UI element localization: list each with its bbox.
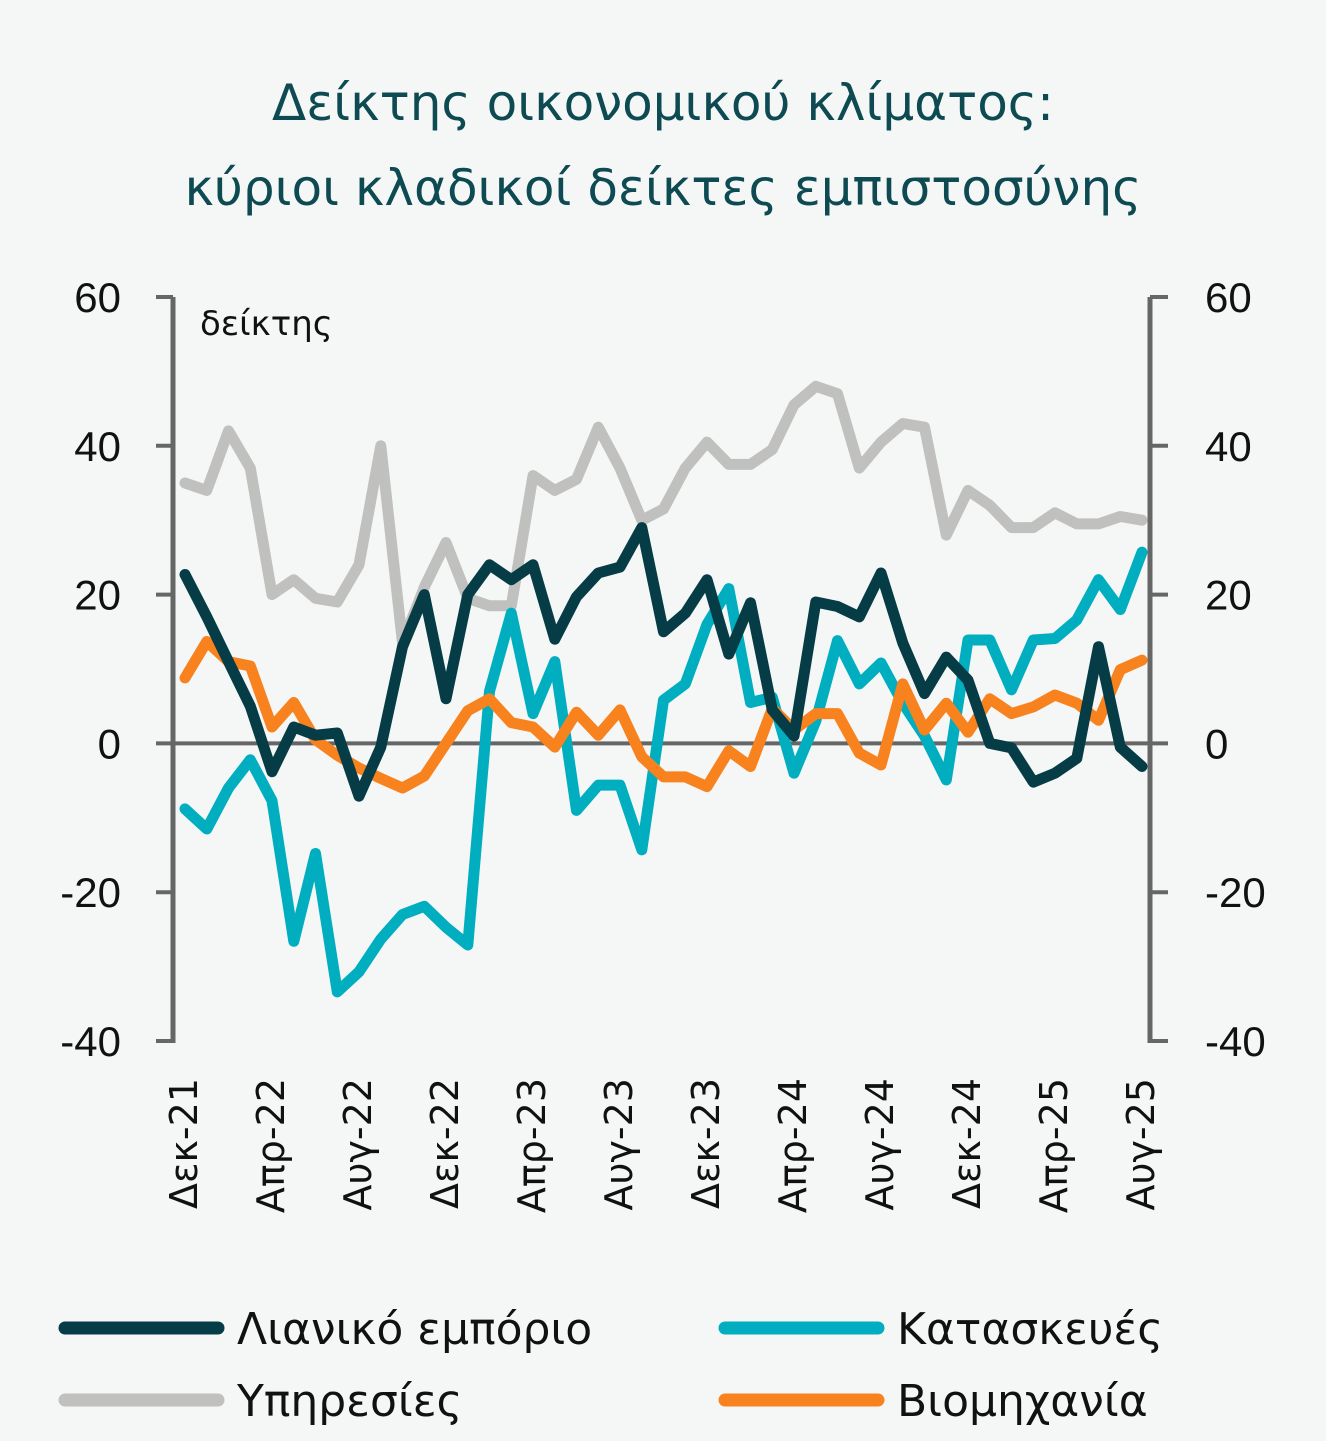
right-tick-label: 60 [1205, 274, 1252, 321]
x-tick-label: Δεκ-22 [423, 1078, 467, 1209]
left-tick-label: 40 [74, 423, 121, 470]
right-tick-label: 20 [1205, 572, 1252, 619]
left-tick-label: -40 [60, 1018, 121, 1065]
legend-label: Κατασκευές [897, 1304, 1163, 1355]
left-tick-label: 20 [74, 572, 121, 619]
chart-title-line-1: Δείκτης οικονομικού κλίματος: [272, 74, 1054, 132]
series-lines [179, 380, 1148, 998]
x-tick-label: Αυγ-25 [1119, 1078, 1163, 1211]
x-tick-label: Απρ-25 [1032, 1078, 1076, 1213]
legend-item: Υπηρεσίες [58, 1376, 462, 1427]
x-tick-label: Δεκ-24 [945, 1078, 989, 1209]
series-0 [179, 522, 1148, 802]
legend-item: Βιομηχανία [718, 1376, 1148, 1427]
x-tick-label: Απρ-22 [249, 1078, 293, 1213]
series-2 [179, 380, 1148, 649]
x-tick-label: Αυγ-22 [336, 1078, 380, 1211]
chart-title-line-2: κύριοι κλαδικοί δείκτες εμπιστοσύνης [184, 159, 1141, 217]
left-tick-label: 0 [98, 720, 121, 767]
right-tick-label: 0 [1205, 720, 1228, 767]
legend-label: Λιανικό εμπόριο [237, 1304, 592, 1355]
legend-item: Κατασκευές [718, 1304, 1163, 1355]
legend: Λιανικό εμπόριο Κατασκευές Υπηρεσίες Βιομηχ… [58, 1304, 1163, 1427]
right-tick-label: -40 [1205, 1018, 1266, 1065]
legend-label: Υπηρεσίες [236, 1376, 462, 1427]
right-tick-label: -20 [1205, 869, 1266, 916]
x-tick-label: Απρ-24 [771, 1078, 815, 1213]
legend-label: Βιομηχανία [897, 1376, 1148, 1427]
left-tick-label: 60 [74, 274, 121, 321]
right-tick-label: 40 [1205, 423, 1252, 470]
x-tick-label: Απρ-23 [510, 1078, 554, 1213]
x-tick-label: Αυγ-24 [858, 1078, 902, 1211]
x-tick-label: Δεκ-23 [684, 1078, 728, 1209]
x-tick-label: Δεκ-21 [162, 1078, 206, 1209]
y-axis-label: δείκτης [200, 304, 333, 344]
left-tick-label: -20 [60, 869, 121, 916]
x-tick-label: Αυγ-23 [597, 1078, 641, 1211]
legend-item: Λιανικό εμπόριο [58, 1304, 592, 1355]
